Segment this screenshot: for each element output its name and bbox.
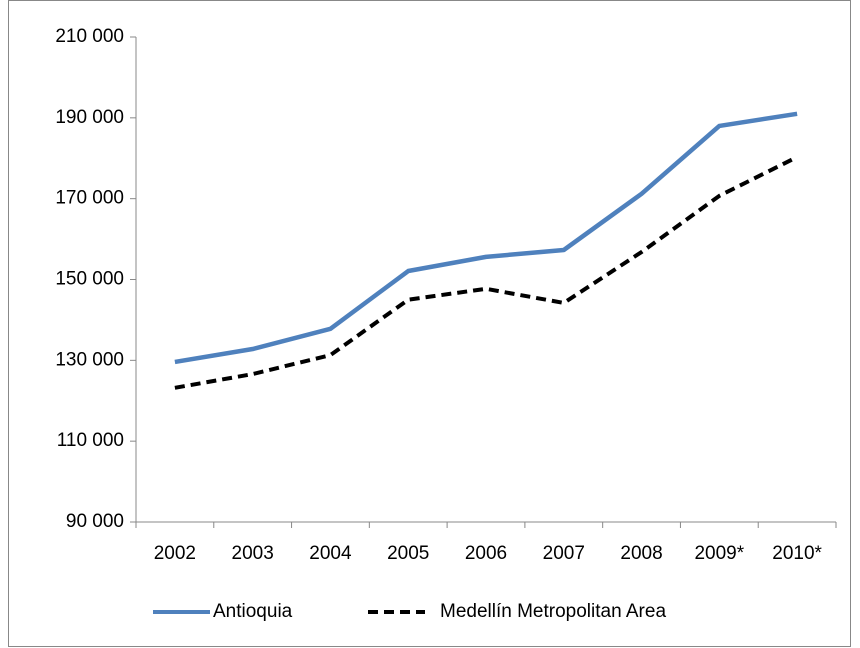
series-line xyxy=(174,155,799,390)
x-tick-label: 2009* xyxy=(694,543,744,564)
y-tick-label: 190 000 xyxy=(55,107,124,128)
x-tick-label: 2007 xyxy=(543,543,585,564)
legend-label: Antioquia xyxy=(213,601,293,622)
x-tick-label: 2006 xyxy=(465,543,507,564)
x-tick-label: 2008 xyxy=(620,543,662,564)
series-line xyxy=(174,111,798,365)
legend-label: Medellín Metropolitan Area xyxy=(440,601,666,622)
y-tick-label: 90 000 xyxy=(66,511,124,532)
x-tick-label: 2004 xyxy=(309,543,352,564)
x-tick-label: 2010* xyxy=(772,543,822,564)
x-tick-label: 2002 xyxy=(154,543,196,564)
x-tick-label: 2005 xyxy=(387,543,429,564)
y-tick-label: 110 000 xyxy=(57,430,124,451)
chart-frame xyxy=(8,0,851,647)
y-tick-label: 130 000 xyxy=(55,349,124,370)
x-tick-label: 2003 xyxy=(232,543,274,564)
y-tick-label: 170 000 xyxy=(55,188,124,209)
y-tick-label: 210 000 xyxy=(55,26,124,47)
y-tick-label: 150 000 xyxy=(55,269,124,290)
